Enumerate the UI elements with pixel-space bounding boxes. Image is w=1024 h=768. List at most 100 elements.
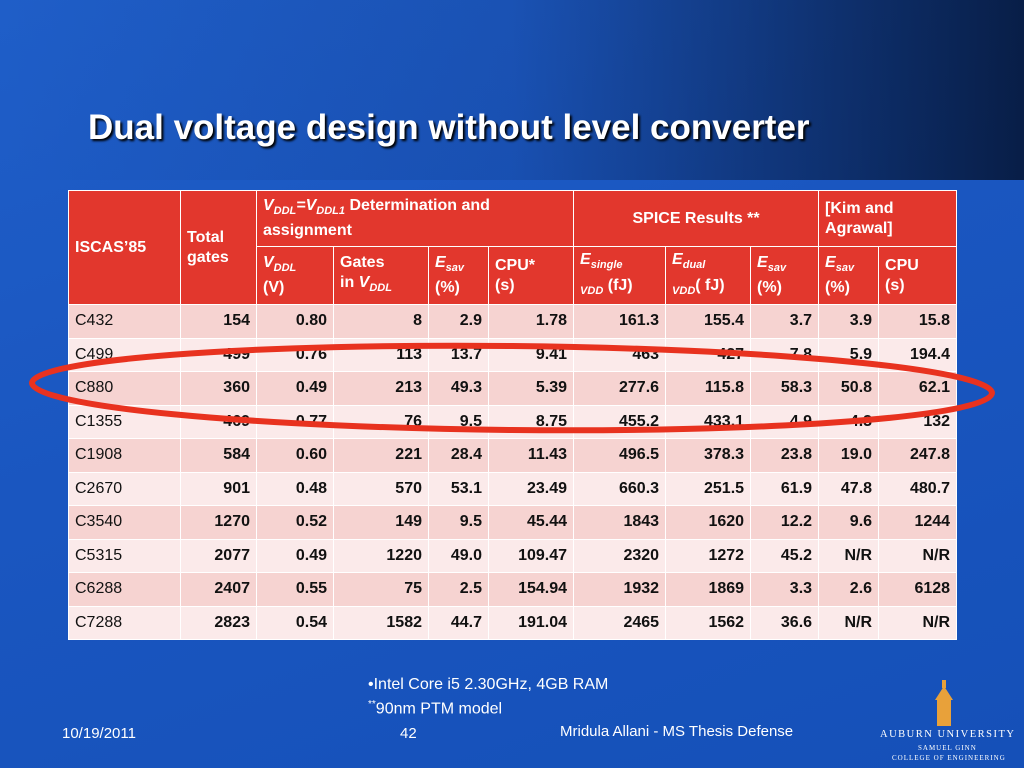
text: CPU: [885, 256, 919, 274]
value-cell: 1270: [180, 505, 257, 540]
value-cell: 9.6: [818, 505, 880, 540]
value-cell: 1932: [573, 572, 667, 607]
logo-tower: [935, 680, 953, 726]
footer-author: Mridula Allani - MS Thesis Defense: [560, 723, 794, 740]
value-cell: 2407: [180, 572, 257, 607]
text: E: [435, 253, 446, 271]
value-cell: N/R: [818, 538, 880, 573]
value-cell: 45.2: [750, 538, 820, 573]
value-cell: 2465: [573, 605, 667, 640]
text: dual: [682, 259, 706, 272]
header-cell: Gates in VDDL: [333, 246, 429, 305]
table-row: C1908 584 0.60 221 28.4 11.43 496.5 378.3 23.8 19…: [68, 438, 958, 473]
value-cell: 3.3: [750, 572, 820, 607]
value-cell: 2.5: [428, 572, 489, 607]
header-cell: CPU* (s): [487, 246, 575, 305]
circuit-cell: C3540: [68, 505, 181, 540]
value-cell: 149: [333, 505, 429, 540]
header-cell: Total gates: [180, 190, 257, 305]
value-cell: 19.0: [818, 438, 880, 473]
value-cell: 49.0: [428, 538, 489, 573]
header-cell: [Kim and Agrawal]: [818, 190, 958, 247]
value-cell: 480.7: [878, 471, 958, 506]
value-cell: 247.8: [878, 438, 958, 473]
text: ISCAS’85: [75, 238, 147, 256]
text: DDL1: [316, 205, 346, 218]
value-cell: 161.3: [573, 304, 667, 339]
table-row: C499 499 0.76 113 13.7 9.41 463 427 7.8 5.9 194.4: [68, 337, 958, 372]
value-cell: 44.7: [428, 605, 489, 640]
text: **: [368, 699, 376, 710]
text: Gates: [340, 253, 385, 271]
table-row: C6288 2407 0.55 75 2.5 154.94 1932 1869 3.3 2.6 61…: [68, 572, 958, 607]
logo-text: SAMUEL GINN: [918, 744, 977, 752]
value-cell: 0.54: [256, 605, 334, 640]
value-cell: N/R: [878, 538, 958, 573]
text: Total gates: [187, 228, 229, 266]
table-row: C880 360 0.49 213 49.3 5.39 277.6 115.8 58.3 50.8…: [68, 371, 958, 406]
value-cell: 1562: [665, 605, 752, 640]
text: V: [263, 196, 274, 214]
text: E: [672, 251, 683, 269]
logo-text: COLLEGE OF ENGINEERING: [892, 754, 1006, 762]
text: VDD: [580, 284, 604, 297]
value-cell: 115.8: [665, 371, 752, 406]
slide-title: Dual voltage design without level conver…: [88, 108, 810, 147]
text: DDL: [369, 282, 392, 295]
text: [Kim and Agrawal]: [825, 199, 894, 237]
value-cell: 463: [573, 337, 667, 372]
value-cell: N/R: [818, 605, 880, 640]
value-cell: 28.4: [428, 438, 489, 473]
value-cell: 584: [180, 438, 257, 473]
text: (%): [757, 279, 782, 297]
text: SPICE Results **: [632, 209, 760, 227]
header-cell: VDDL=VDDL1 Determination and assignment: [255, 190, 575, 247]
highlight-ellipse: [29, 342, 995, 434]
value-cell: 6128: [878, 572, 958, 607]
value-cell: 1272: [665, 538, 752, 573]
text: E: [825, 253, 836, 271]
text: V: [358, 273, 370, 291]
text: sav: [445, 262, 465, 275]
text: (fJ): [607, 276, 633, 294]
value-cell: 360: [180, 371, 257, 406]
value-cell: 2.6: [818, 572, 880, 607]
text: (s): [495, 276, 515, 294]
value-cell: 2.9: [428, 304, 489, 339]
header-row: ISCAS’85 Total gates VDDL=VDDL1 Determin…: [68, 190, 958, 305]
value-cell: 1620: [665, 505, 752, 540]
value-cell: 1220: [333, 538, 429, 573]
value-cell: 0.76: [256, 337, 334, 372]
value-cell: 61.9: [750, 471, 820, 506]
table-row: C7288 2823 0.54 1582 44.7 191.04 2465 1562 36.6 N…: [68, 605, 958, 640]
value-cell: 49.3: [428, 371, 489, 406]
text: CPU*: [495, 256, 536, 274]
table-row: C5315 2077 0.49 1220 49.0 109.47 2320 1272 45.2 N…: [68, 538, 958, 573]
value-cell: 50.8: [818, 371, 880, 406]
header-cell: SPICE Results **: [573, 190, 820, 247]
text: VDD: [672, 284, 696, 297]
text: Determination and assignment: [263, 196, 490, 240]
value-cell: 155.4: [665, 304, 752, 339]
circuit-cell: C5315: [68, 538, 181, 573]
value-cell: 53.1: [428, 471, 489, 506]
text: E: [757, 253, 768, 271]
header-cell: Edual VDD( fJ): [665, 246, 752, 305]
value-cell: 378.3: [665, 438, 752, 473]
value-cell: 47.8: [818, 471, 880, 506]
header-row: VDDL (V) Gates in VDDL Esav (%) CPU* (s) Esi…: [69, 246, 958, 305]
value-cell: 191.04: [487, 605, 575, 640]
value-cell: 1869: [665, 572, 752, 607]
footer-page: 42: [400, 725, 417, 742]
text: single: [590, 259, 623, 272]
header-cell: VDDL (V): [256, 246, 334, 305]
table-body: C432 154 0.80 8 2.9 1.78 161.3 155.4 3.7 3.9 15.8 C…: [68, 304, 958, 640]
text: sav: [835, 262, 855, 275]
logo-text: AUBURN UNIVERSITY: [880, 729, 1016, 740]
text: (V): [263, 279, 285, 297]
value-cell: 901: [180, 471, 257, 506]
header-cell: Esav (%): [818, 246, 880, 305]
text: ( fJ): [695, 276, 725, 294]
value-cell: 0.49: [256, 538, 334, 573]
